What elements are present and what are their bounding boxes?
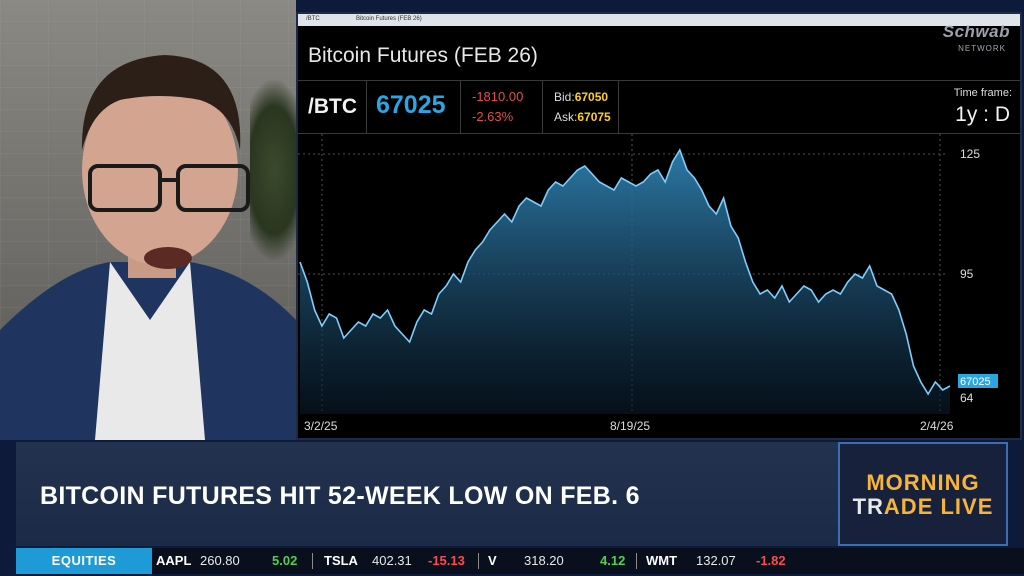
show-logo: MORNING TRADE LIVE	[838, 442, 1008, 546]
ticker-change: -15.13	[428, 553, 465, 568]
show-logo-line2-a: TR	[852, 494, 884, 519]
ticker-symbol: TSLA	[324, 553, 358, 568]
divider	[542, 81, 543, 133]
titlebar-caption: Bitcoin Futures (FEB 26)	[356, 16, 422, 22]
timeframe-label: Time frame:	[953, 87, 1012, 99]
headline: BITCOIN FUTURES HIT 52-WEEK LOW ON FEB. …	[40, 482, 640, 510]
network-logo-sub: NETWORK	[958, 44, 1006, 53]
ticker-divider	[636, 553, 637, 569]
price-chart[interactable]: 125 95 64 67025 3/2/25 8/19/25 2/4/26	[298, 134, 1020, 438]
quote-symbol[interactable]: /BTC	[308, 95, 357, 118]
ticker-symbol: V	[488, 553, 497, 568]
window-titlebar[interactable]: /BTC Bitcoin Futures (FEB 26)	[298, 14, 1020, 26]
ticker-symbol: AAPL	[156, 553, 192, 568]
price-area	[300, 150, 950, 414]
presenter-figure	[0, 55, 296, 440]
show-logo-line2-b: ADE LIVE	[883, 494, 994, 519]
x-tick-label: 8/19/25	[610, 419, 650, 433]
ticker-price: 402.31	[372, 553, 412, 568]
ticker-price: 260.80	[200, 553, 240, 568]
stock-ticker: EQUITIES AAPL 260.80 5.02 TSLA 402.31 -1…	[16, 548, 1024, 574]
ticker-category-label: EQUITIES	[16, 548, 152, 574]
ask-label: Ask:	[554, 110, 578, 124]
bid-value: 67050	[574, 90, 609, 104]
y-tick-label: 125	[960, 147, 980, 161]
x-tick-label: 3/2/25	[304, 419, 338, 433]
ticker-change: 5.02	[272, 553, 298, 568]
titlebar-symbol: /BTC	[306, 16, 320, 22]
timeframe-selector[interactable]: 1y : D	[955, 103, 1010, 126]
last-price: 67025	[376, 91, 446, 119]
ticker-divider	[478, 553, 479, 569]
bid-ask-block: Bid:67050 Ask:67075	[554, 87, 611, 127]
chart-window[interactable]: /BTC Bitcoin Futures (FEB 26) Schwab NET…	[296, 12, 1022, 440]
background-plant	[250, 80, 296, 260]
show-logo-line2: TRADE LIVE	[840, 494, 1006, 520]
change-block: -1810.00 -2.63%	[472, 87, 523, 127]
ticker-symbol: WMT	[646, 553, 678, 568]
ticker-change: 4.12	[600, 553, 626, 568]
ticker-divider	[312, 553, 313, 569]
ticker-price: 132.07	[696, 553, 736, 568]
show-logo-line1: MORNING	[866, 470, 980, 495]
divider	[618, 81, 619, 133]
divider	[366, 81, 367, 133]
lower-third-band	[16, 442, 838, 546]
quote-bar: /BTC 67025 -1810.00 -2.63% Bid:67050 Ask…	[298, 80, 1020, 134]
price-line	[299, 148, 951, 396]
ticker-price: 318.20	[524, 553, 564, 568]
y-tick-label: 64	[960, 391, 974, 405]
last-value-tag	[958, 374, 998, 388]
network-logo: Schwab	[942, 22, 1010, 41]
chart-title: Bitcoin Futures (FEB 26)	[308, 44, 538, 67]
last-value-label: 67025	[960, 376, 991, 388]
video-feed	[0, 0, 296, 440]
divider	[460, 81, 461, 133]
net-change: -1810.00	[472, 89, 524, 104]
y-tick-label: 95	[960, 267, 974, 281]
bid-label: Bid:	[554, 90, 575, 104]
percent-change: -2.63%	[472, 109, 514, 124]
ask-value: 67075	[577, 110, 611, 124]
ticker-change: -1.82	[756, 553, 786, 568]
x-tick-label: 2/4/26	[920, 419, 954, 433]
